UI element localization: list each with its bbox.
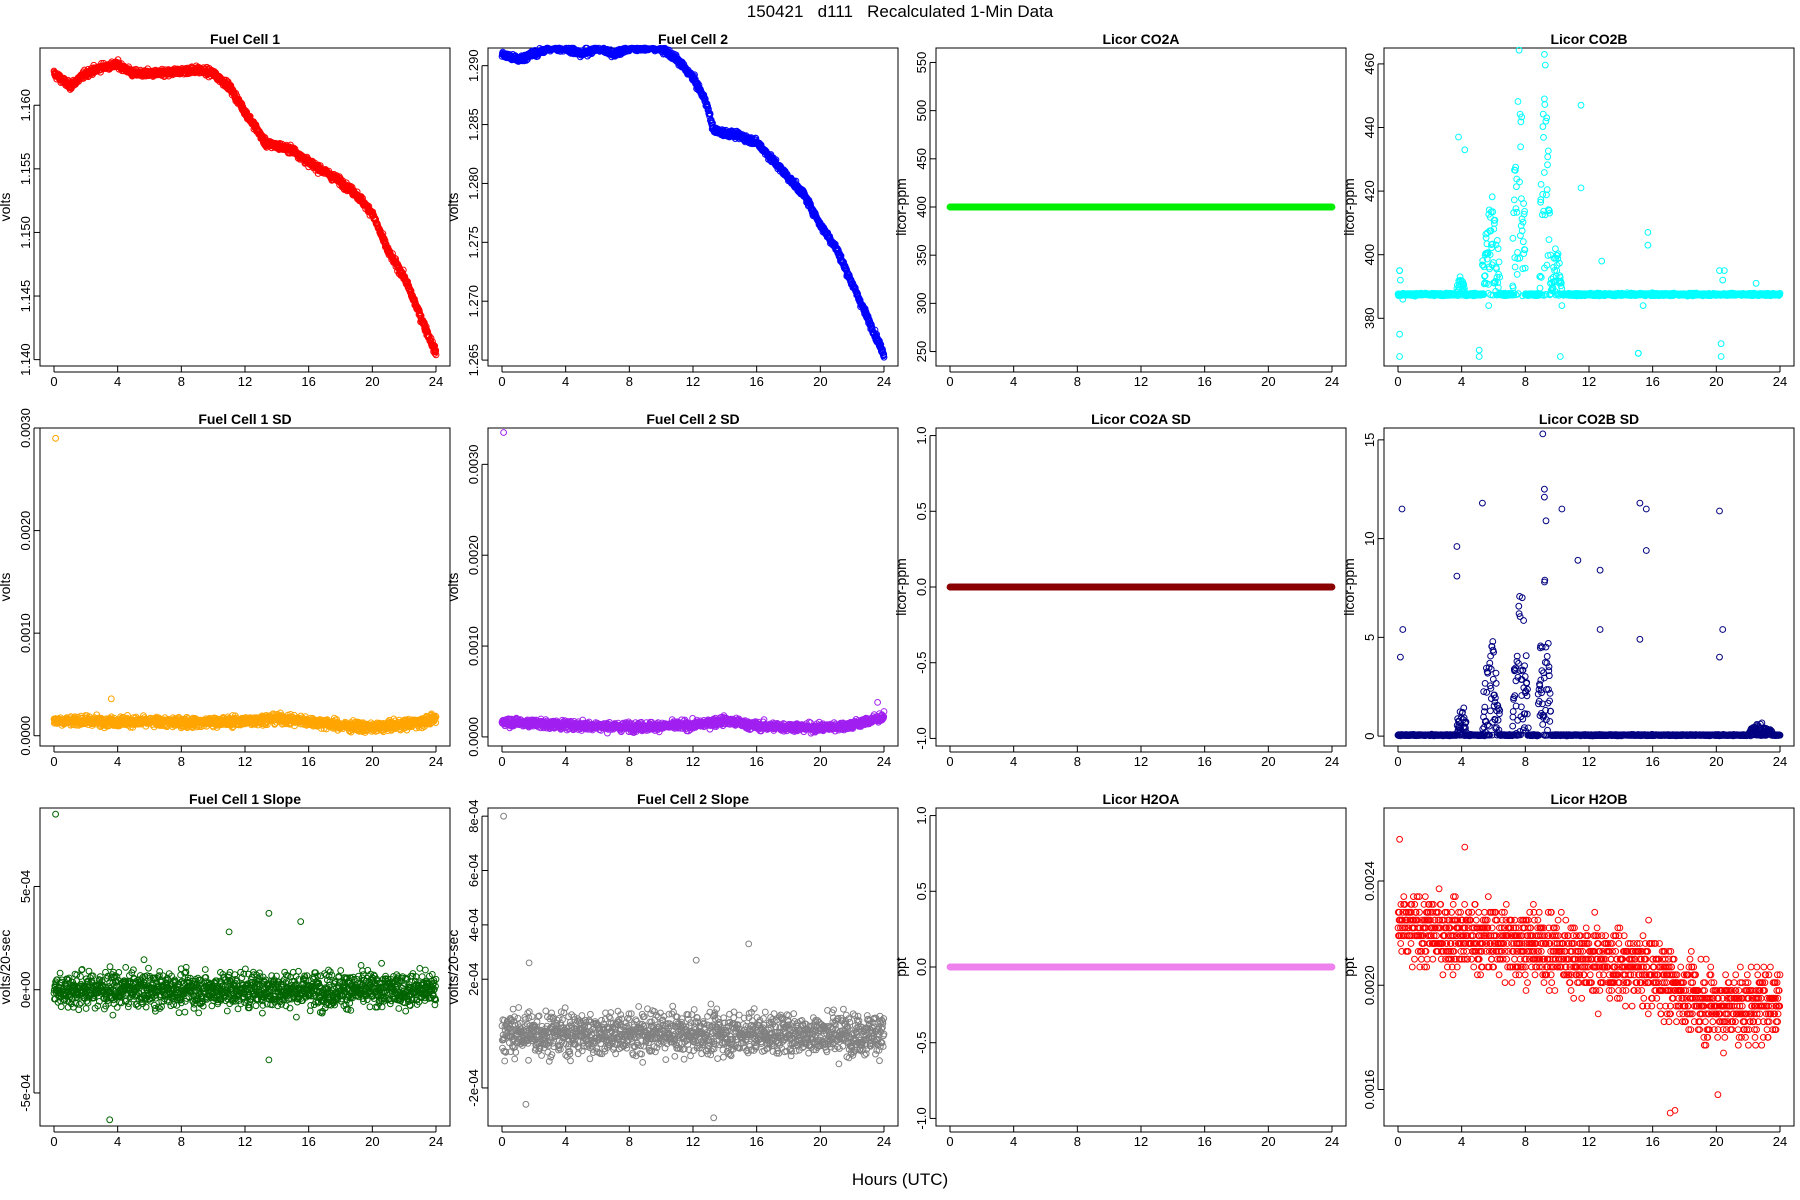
x-tick-label: 8 [1074,374,1081,389]
y-tick-label: 380 [1362,307,1377,329]
data-point [1514,249,1521,256]
x-tick-label: 12 [1134,374,1148,389]
data-point [1543,114,1551,122]
panel-title: Licor CO2B [1550,31,1627,47]
x-tick-label: 24 [429,374,443,389]
y-axis-label: licor-ppm [893,178,909,236]
data-point [1519,218,1527,226]
y-tick-label: 400 [1362,244,1377,266]
data-point [1510,196,1518,204]
x-tick-label: 0 [1394,374,1401,389]
x-tick-label: 16 [301,374,315,389]
panel-licor-co2b: Licor CO2B 0 4 8 12 16 20 24 380 400 420 440 460 lico… [1341,31,1795,389]
plot-frame [487,47,899,367]
x-tick-label: 8 [626,374,633,389]
panel-title: Fuel Cell 1 [210,31,280,47]
data-points [946,203,1336,211]
y-tick-label: 1.145 [18,280,33,313]
x-tick-label: 0 [946,374,953,389]
data-point [1488,193,1496,201]
x-tick-label: 24 [1773,374,1787,389]
plot-frame [39,47,451,367]
y-tick-label: 460 [1362,53,1377,75]
page-title: 150421 d111 Recalculated 1-Min Data [746,2,1054,21]
panel-fuel-cell-2: Fuel Cell 2 0 4 8 12 16 20 24 1.265 1.270 1.275 1.2… [445,31,899,389]
y-tick-label: 1.265 [466,344,481,377]
y-axis-label: licor-ppm [1341,178,1357,236]
x-tick-label: 4 [1458,374,1465,389]
x-tick-label: 0 [50,374,57,389]
data-point [1513,271,1521,278]
x-tick-label: 16 [1197,374,1211,389]
x-tick-label: 8 [178,374,185,389]
data-points [50,56,440,359]
data-point [1544,147,1552,155]
panel-title: Licor CO2A [1102,31,1179,47]
x-tick-label: 4 [562,374,569,389]
y-tick-label: 420 [1362,180,1377,202]
x-tick-label: 20 [365,374,379,389]
data-point [1545,236,1553,244]
y-tick-label: 1.160 [18,89,33,122]
y-tick-label: 300 [914,293,929,315]
data-point [1514,98,1522,105]
y-tick-label: 500 [914,100,929,122]
data-point [1544,161,1551,169]
y-tick-label: 1.290 [466,49,481,82]
y-tick-label: 1.280 [466,167,481,200]
panel-title: Fuel Cell 2 [658,31,728,47]
x-tick-label: 20 [1261,374,1275,389]
data-point [1539,110,1547,118]
data-point [1519,238,1527,246]
y-tick-label: 1.140 [18,343,33,376]
data-point [1540,134,1547,141]
x-tick-label: 8 [1522,374,1529,389]
x-tick-label: 16 [1645,374,1659,389]
y-tick-label: 250 [914,341,929,363]
data-point [1517,143,1524,151]
data-point [1541,61,1549,69]
panel-licor-co2a: Licor CO2A 0 4 8 12 16 20 24 250 300 350 400 450 500 5… [893,31,1347,389]
data-point [1544,153,1552,161]
y-tick-label: 1.150 [18,216,33,249]
data-point [1537,181,1545,188]
data-point [1541,101,1549,108]
data-point [1511,263,1519,271]
y-tick-label: 1.270 [466,285,481,318]
x-tick-label: 4 [1010,374,1017,389]
x-tick-label: 12 [238,374,252,389]
y-axis-label: volts [445,193,461,222]
x-tick-label: 20 [1709,374,1723,389]
y-tick-label: 1.275 [466,226,481,259]
y-axis-label: volts [0,193,13,222]
data-point [1539,123,1547,130]
y-tick-label: 350 [914,244,929,266]
data-points [1394,46,1784,360]
x-tick-label: 12 [1582,374,1596,389]
y-tick-label: 440 [1362,117,1377,139]
x-tick-label: 24 [1325,374,1339,389]
data-point [1495,258,1503,266]
x-tick-label: 4 [114,374,121,389]
y-tick-label: 550 [914,52,929,74]
data-points [498,44,888,361]
data-point [1509,234,1517,242]
x-tick-label: 24 [877,374,891,389]
x-tick-label: 0 [498,374,505,389]
y-tick-label: 1.285 [466,108,481,141]
data-point [1520,200,1527,207]
data-point [1536,284,1544,292]
data-point [1540,169,1548,176]
y-tick-label: 450 [914,148,929,170]
y-tick-label: 1.155 [18,153,33,186]
x-tick-label: 16 [749,374,763,389]
plot-frame [1383,47,1795,367]
x-tick-label: 20 [813,374,827,389]
panel-fuel-cell-1: Fuel Cell 1 0 4 8 12 16 20 24 1.140 1.145 1.150 1.1… [0,31,451,389]
x-tick-label: 12 [686,374,700,389]
y-tick-label: 400 [914,196,929,218]
